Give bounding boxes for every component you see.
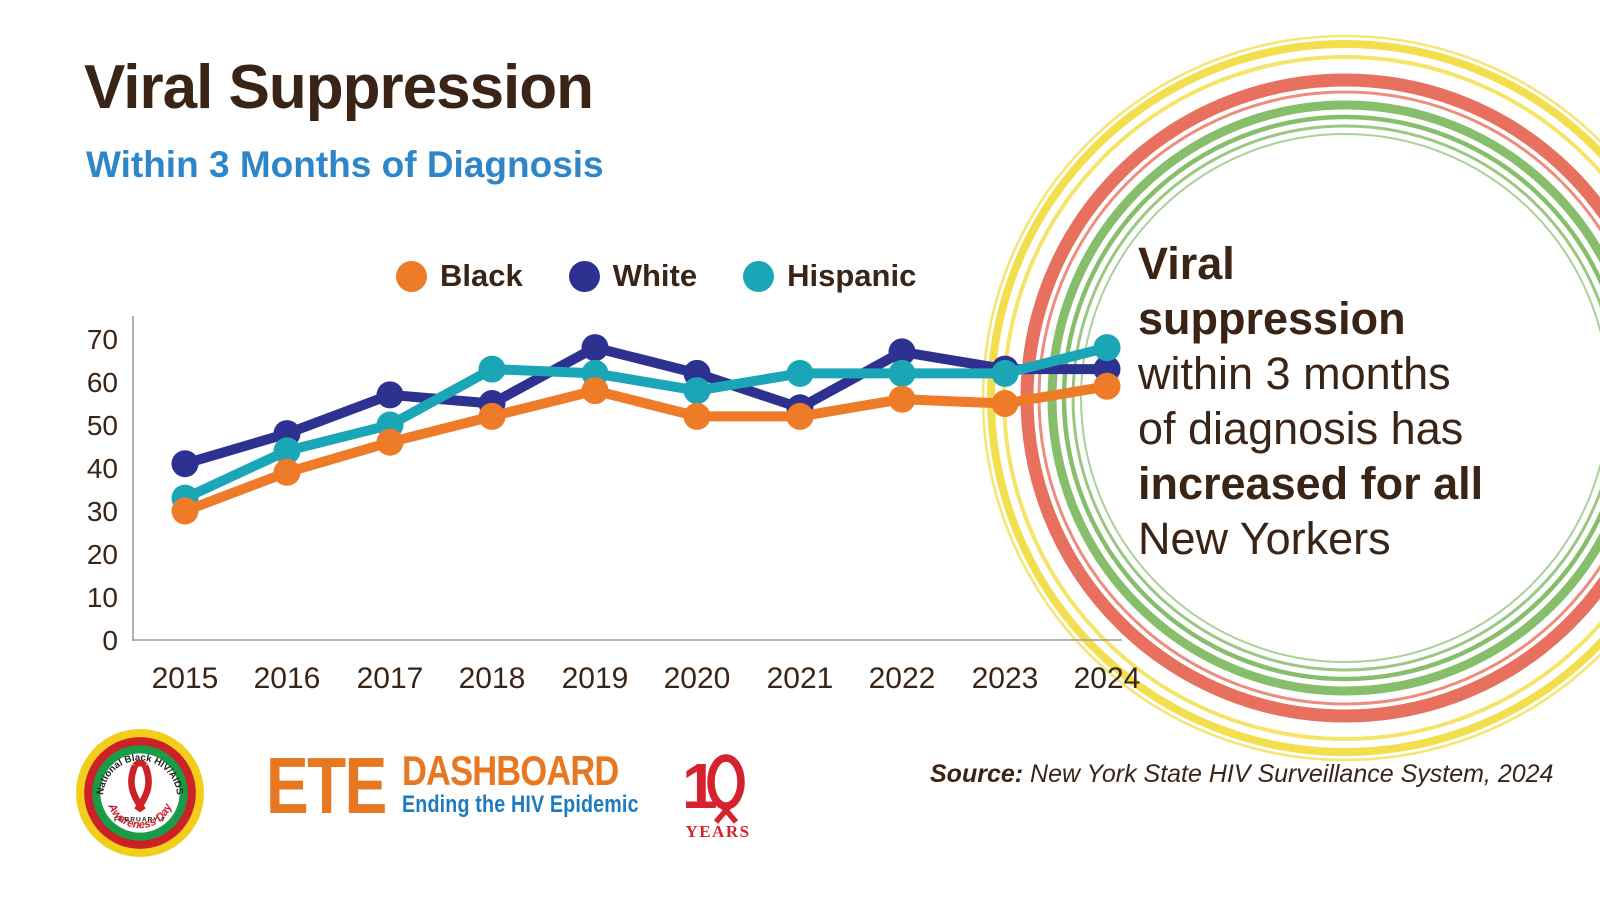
legend-label-hispanic: Hispanic bbox=[787, 258, 917, 293]
ete-tagline: Ending the HIV Epidemic bbox=[401, 791, 639, 818]
aids-ribbon-icon bbox=[128, 760, 152, 813]
y-tick-label: 40 bbox=[87, 453, 118, 484]
data-point-hispanic-2018 bbox=[478, 355, 506, 383]
ete-wordmark: ETE bbox=[266, 741, 387, 830]
x-tick-label: 2023 bbox=[972, 662, 1039, 695]
data-point-black-2022 bbox=[888, 385, 916, 413]
callout-text: Viral suppression within 3 months of dia… bbox=[1138, 236, 1483, 566]
y-tick-label: 70 bbox=[87, 324, 118, 355]
x-tick-label: 2024 bbox=[1074, 662, 1141, 695]
data-point-hispanic-2021 bbox=[786, 359, 814, 387]
data-point-hispanic-2023 bbox=[991, 359, 1019, 387]
data-point-hispanic-2016 bbox=[273, 437, 301, 465]
y-tick-label: 50 bbox=[87, 410, 118, 441]
legend-item-white: White bbox=[568, 258, 698, 294]
legend-swatch-hispanic-icon bbox=[743, 260, 775, 292]
years-word: YEARS bbox=[686, 822, 751, 840]
badge-date-text: FEBRUARY 7 bbox=[114, 816, 166, 823]
data-point-black-2023 bbox=[991, 390, 1019, 417]
data-point-white-2015 bbox=[171, 450, 199, 478]
page-subtitle: Within 3 Months of Diagnosis bbox=[86, 144, 604, 185]
y-tick-label: 20 bbox=[87, 539, 118, 570]
page-title: Viral Suppression bbox=[84, 53, 594, 122]
data-point-black-2021 bbox=[786, 402, 814, 430]
callout-line: New Yorkers bbox=[1138, 513, 1391, 564]
plot-area: 0 10 20 30 40 50 60 70 2015 2016 2017 2018 2019 2020 2… bbox=[87, 316, 1141, 695]
chart-legend: Black White Hispanic bbox=[396, 258, 962, 294]
source-label: Source: bbox=[930, 760, 1024, 788]
legend-label-black: Black bbox=[440, 258, 523, 293]
y-tick-label: 0 bbox=[102, 625, 118, 656]
data-point-black-2024 bbox=[1093, 372, 1121, 400]
x-tick-label: 2018 bbox=[459, 662, 526, 695]
data-point-hispanic-2020 bbox=[683, 377, 711, 405]
x-tick-label: 2016 bbox=[254, 662, 321, 695]
callout-line: of diagnosis has bbox=[1138, 403, 1464, 454]
x-tick-label: 2021 bbox=[767, 662, 834, 695]
x-tick-label: 2022 bbox=[869, 662, 936, 695]
data-point-hispanic-2024 bbox=[1093, 334, 1121, 362]
data-point-white-2017 bbox=[376, 381, 404, 409]
badge-center bbox=[100, 753, 180, 833]
data-point-black-2019 bbox=[581, 377, 609, 405]
chart-line-black bbox=[180, 381, 1112, 516]
x-tick-label: 2020 bbox=[664, 662, 731, 695]
data-point-white-2019 bbox=[581, 334, 609, 362]
ribbon-zero-icon bbox=[707, 754, 745, 824]
source-text: New York State HIV Surveillance System, … bbox=[1023, 760, 1554, 788]
data-point-black-2020 bbox=[683, 402, 711, 430]
data-point-black-2017 bbox=[376, 428, 404, 456]
source-line: Source: New York State HIV Surveillance … bbox=[930, 760, 1553, 789]
y-tick-label: 10 bbox=[87, 582, 118, 613]
data-point-hispanic-2022 bbox=[888, 359, 916, 387]
dashboard-wordmark: DASHBOARD bbox=[401, 747, 619, 794]
awareness-day-badge-logo: National Black HIV/AIDS FEBRUARY 7 Aware… bbox=[76, 729, 204, 857]
y-tick-label: 30 bbox=[87, 496, 118, 527]
ten-years-logo: 1 YEARS bbox=[682, 750, 751, 841]
data-point-black-2016 bbox=[273, 458, 301, 486]
chart-line-hispanic bbox=[180, 342, 1112, 504]
x-tick-label: 2019 bbox=[562, 662, 629, 695]
legend-label-white: White bbox=[612, 258, 698, 293]
legend-item-black: Black bbox=[396, 258, 523, 294]
ete-dashboard-logo: ETE DASHBOARD Ending the HIV Epidemic 1 … bbox=[266, 741, 754, 845]
chart-line-white bbox=[180, 342, 1112, 469]
legend-swatch-white-icon bbox=[568, 260, 600, 292]
legend-item-hispanic: Hispanic bbox=[743, 258, 916, 294]
callout-line: increased for all bbox=[1138, 458, 1484, 509]
data-point-black-2015 bbox=[171, 497, 199, 525]
x-tick-label: 2015 bbox=[152, 662, 219, 695]
x-tick-label: 2017 bbox=[357, 662, 424, 695]
y-tick-label: 60 bbox=[87, 367, 118, 398]
legend-swatch-black-icon bbox=[396, 260, 427, 292]
awareness-day-badge: National Black HIV/AIDS FEBRUARY 7 Aware… bbox=[74, 727, 206, 864]
data-point-white-2022 bbox=[888, 338, 916, 366]
callout-line: within 3 months bbox=[1138, 348, 1451, 399]
ten-years-mark: 1 YEARS bbox=[680, 750, 754, 845]
callout-line: suppression bbox=[1138, 293, 1406, 344]
callout-line: Viral bbox=[1138, 238, 1235, 289]
data-point-black-2018 bbox=[478, 402, 506, 430]
